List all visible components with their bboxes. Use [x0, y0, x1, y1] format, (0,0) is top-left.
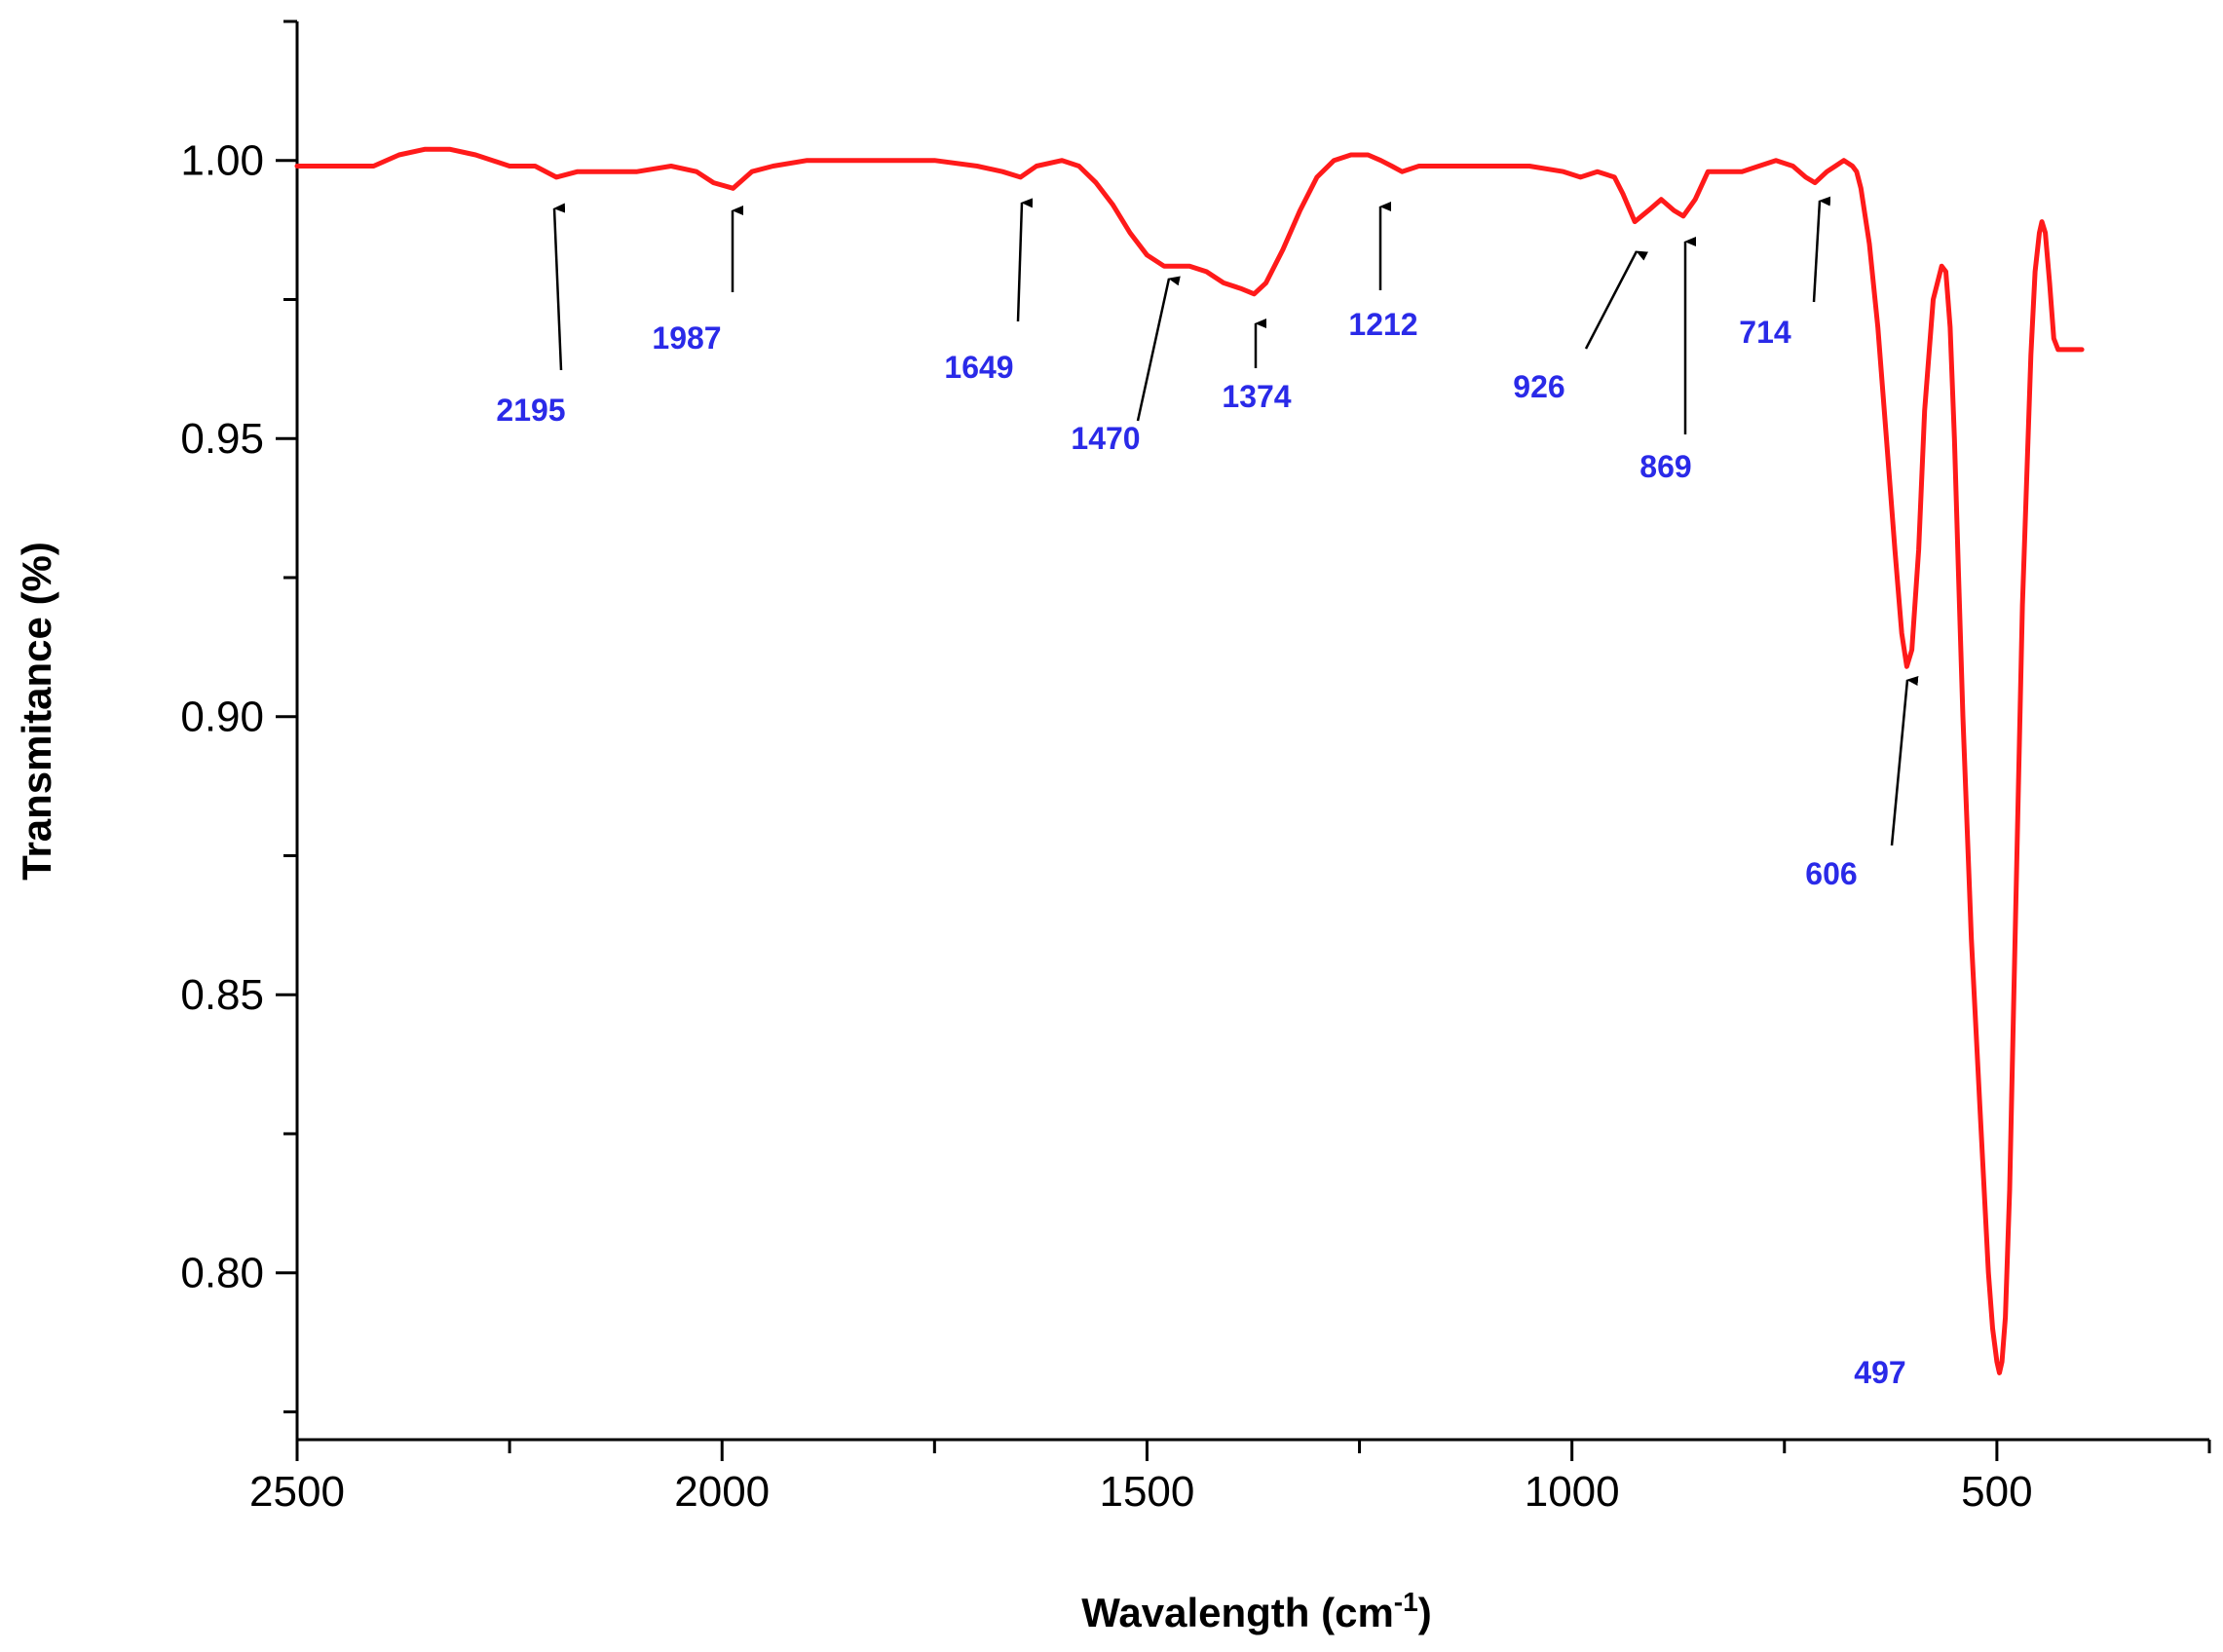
peak-label: 1470	[1071, 421, 1140, 456]
peak-label: 926	[1513, 369, 1564, 404]
x-axis-title-superscript: -1	[1394, 1587, 1418, 1617]
peak-label: 2195	[496, 393, 565, 428]
peak-annotation-2195: 2195	[496, 203, 566, 428]
peak-label: 869	[1639, 449, 1691, 484]
peak-annotation-1649: 1649	[944, 198, 1034, 385]
x-tick-label: 2000	[674, 1468, 770, 1516]
peak-annotation-497: 497	[1854, 1355, 1905, 1390]
axes	[295, 21, 2209, 1442]
peak-label: 1649	[944, 350, 1013, 385]
peak-label: 1212	[1348, 307, 1417, 342]
peak-annotation-926: 926	[1513, 250, 1649, 404]
x-axis-title-suffix: )	[1418, 1590, 1432, 1635]
peak-label: 606	[1805, 856, 1857, 891]
peak-annotation-869: 869	[1639, 237, 1696, 484]
y-axis-title: Transmitance (%)	[14, 542, 59, 881]
y-tick-label: 0.85	[180, 971, 264, 1019]
y-tick-label: 0.90	[180, 694, 264, 741]
y-tick-label: 0.95	[180, 415, 264, 463]
x-axis-title: Wavalength (cm-1)	[1081, 1587, 1431, 1635]
peak-arrow	[1890, 676, 1919, 846]
peak-annotation-714: 714	[1739, 196, 1831, 350]
peak-arrow	[1016, 198, 1034, 322]
peak-annotation-1212: 1212	[1348, 202, 1418, 342]
peak-annotation-1470: 1470	[1071, 276, 1181, 456]
x-tick-label: 1000	[1525, 1468, 1620, 1516]
peak-label: 497	[1854, 1355, 1905, 1390]
x-axis-ticks: 2500 2000 1500 1000 500	[249, 1440, 2211, 1516]
peak-annotations: 2195 1987 1649 1470 1374 1212 926 869 714 606 497	[496, 196, 1919, 1390]
peak-arrow	[1812, 196, 1831, 303]
peak-arrow	[1584, 250, 1649, 350]
x-tick-label: 500	[1961, 1468, 2032, 1516]
y-axis-ticks: 0.80 0.85 0.90 0.95 1.00	[180, 19, 297, 1413]
peak-annotation-1374: 1374	[1222, 319, 1292, 414]
peak-annotation-1987: 1987	[652, 206, 743, 356]
peak-label: 1987	[652, 320, 721, 356]
peak-annotation-606: 606	[1805, 676, 1919, 891]
x-axis-title-text: Wavalength (cm	[1081, 1590, 1394, 1635]
peak-arrow	[552, 203, 566, 371]
peak-label: 714	[1739, 315, 1791, 350]
x-tick-label: 2500	[249, 1468, 345, 1516]
y-tick-label: 1.00	[180, 137, 264, 185]
peak-arrow	[1136, 276, 1181, 422]
peak-label: 1374	[1222, 379, 1291, 414]
x-tick-label: 1500	[1099, 1468, 1194, 1516]
transmittance-series-line	[294, 146, 2085, 1375]
y-tick-label: 0.80	[180, 1250, 264, 1297]
